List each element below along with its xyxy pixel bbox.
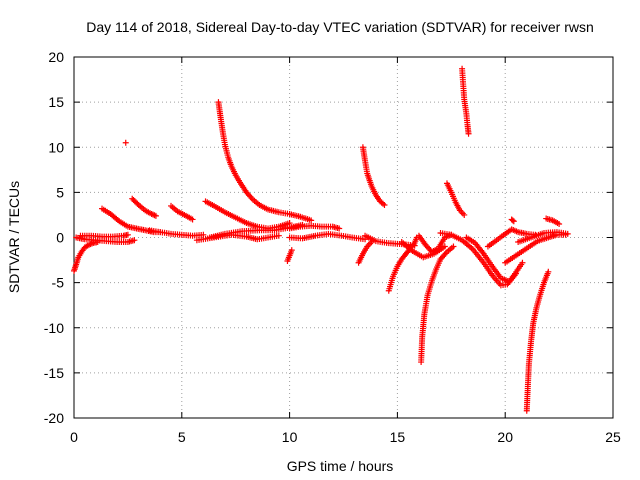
series-arc-26	[463, 234, 519, 285]
chart-title: Day 114 of 2018, Sidereal Day-to-day VTE…	[86, 19, 594, 35]
series-arc-24	[459, 65, 472, 137]
data-point	[288, 247, 295, 254]
y-axis-label: SDTVAR / TECUs	[6, 181, 22, 293]
series-arc-15	[284, 247, 295, 264]
y-tick-label: 0	[56, 230, 64, 246]
series-arc-08	[146, 227, 207, 239]
x-axis-label: GPS time / hours	[287, 458, 394, 474]
data-point	[275, 232, 282, 239]
data-point	[124, 231, 131, 238]
series-arc-29	[508, 216, 517, 225]
series-arc-17	[355, 239, 375, 266]
data-point	[512, 270, 519, 277]
x-tick-label: 0	[70, 429, 78, 445]
data-points	[71, 65, 571, 414]
data-point	[556, 220, 563, 227]
series-arc-03	[77, 231, 131, 240]
data-point	[510, 218, 517, 225]
y-tick-label: -10	[44, 320, 64, 336]
data-point	[441, 243, 448, 250]
series-arc-06	[168, 202, 196, 223]
series-arc-20	[418, 243, 457, 366]
x-tick-label: 5	[178, 429, 186, 445]
series-arc-23	[443, 180, 468, 218]
series-arc-09	[215, 99, 315, 224]
x-tick-label: 10	[282, 429, 298, 445]
series-arc-22	[398, 239, 448, 261]
data-point	[564, 230, 571, 237]
series-arc-13	[286, 222, 343, 232]
data-point	[131, 237, 138, 244]
series-arc-32	[543, 215, 563, 227]
y-tick-label: 20	[48, 49, 64, 65]
series-arc-01	[71, 239, 101, 274]
data-point	[545, 268, 552, 275]
data-point	[189, 216, 196, 223]
y-tick-label: -5	[52, 275, 65, 291]
data-point	[450, 243, 457, 250]
data-point	[336, 225, 343, 232]
data-point	[381, 202, 388, 209]
y-tick-label: 5	[56, 184, 64, 200]
x-tick-label: 15	[390, 429, 406, 445]
series-arc-30	[523, 268, 552, 414]
y-tick-label: -15	[44, 365, 64, 381]
data-point	[509, 217, 516, 224]
y-tick-label: -20	[44, 410, 64, 426]
series-arc-16	[359, 144, 388, 209]
data-point	[308, 217, 315, 224]
series-arc-05	[129, 195, 159, 219]
y-tick-label: 15	[48, 94, 64, 110]
data-point	[519, 259, 526, 266]
data-point	[465, 130, 472, 137]
y-tick-label: 10	[48, 139, 64, 155]
x-tick-label: 25	[605, 429, 621, 445]
axis-ticks: 0 5 10 15 20 25 -20 -15 -10 -5 0 5 10 15 20	[44, 49, 621, 445]
series-arc-07	[122, 139, 129, 146]
data-point	[152, 212, 159, 219]
data-point	[410, 241, 417, 248]
series-arc-31	[515, 229, 571, 246]
series-arc-02	[73, 234, 138, 246]
x-tick-label: 20	[497, 429, 513, 445]
series-arc-12	[193, 231, 282, 244]
data-point	[461, 211, 468, 218]
series-arc-27	[484, 226, 539, 250]
data-point	[122, 139, 129, 146]
series-arc-14	[286, 230, 369, 243]
series-arc-18	[362, 232, 418, 249]
data-point	[134, 200, 141, 207]
